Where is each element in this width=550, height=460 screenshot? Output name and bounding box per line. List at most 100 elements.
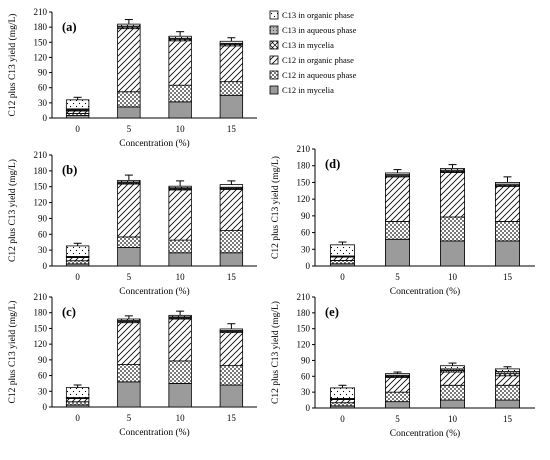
- y-tick-label: 90: [301, 211, 311, 221]
- y-tick-label: 0: [306, 261, 311, 271]
- bar-segment-c13-in-organic-phase-10: [168, 185, 192, 189]
- bar-segment-c12-in-aqueous-phase-5: [117, 91, 141, 108]
- y-tick-label: 150: [34, 37, 48, 47]
- y-tick-label: 210: [34, 150, 48, 160]
- bar-segment-c12-in-organic-phase-10: [168, 40, 192, 86]
- chart-panel-d: 0 30 60 90 120 150 180 210 0 5 10 15 (d) Concentratio…: [270, 144, 535, 297]
- y-tick-label: 60: [301, 371, 311, 381]
- x-tick-label: 5: [127, 124, 132, 134]
- bar-segment-c12-in-aqueous-phase-10: [168, 360, 192, 384]
- bar-segment-c12-in-aqueous-phase-15: [219, 365, 244, 386]
- y-tick-label: 210: [34, 7, 48, 17]
- y-tick-label: 180: [34, 166, 48, 176]
- bar-segment-c12-in-organic-phase-5: [384, 176, 410, 222]
- bar-segment-c12-in-organic-phase-10: [439, 171, 465, 218]
- bar-segment-c12-in-mycelia-10: [168, 101, 192, 119]
- y-tick-label: 60: [301, 228, 311, 238]
- x-axis-title: Concentration (%): [119, 138, 189, 149]
- bar-segment-c13-in-organic-phase-15: [219, 328, 244, 331]
- x-tick-label: 15: [227, 272, 237, 282]
- y-tick-label: 30: [301, 244, 311, 254]
- bar-segment-c12-in-organic-phase-15: [219, 332, 244, 367]
- bar-segment-c12-in-mycelia-10: [439, 399, 465, 409]
- y-tick-label: 30: [38, 386, 48, 396]
- x-axis-title: Concentration (%): [390, 428, 460, 439]
- y-tick-label: 90: [38, 355, 48, 365]
- bar-segment-c13-in-organic-phase-5: [384, 172, 410, 176]
- bar-segment-c12-in-aqueous-phase-5: [117, 236, 141, 248]
- bar-segment-c12-in-organic-phase-15: [219, 188, 244, 231]
- bar-segment-c12-in-aqueous-phase-0: [329, 402, 355, 407]
- y-tick-label: 60: [38, 229, 48, 239]
- bar-segment-c13-in-organic-phase-10: [439, 365, 465, 370]
- legend-label-c12-aqueous: C12 in aqueous phase: [282, 70, 357, 80]
- x-tick-label: 0: [75, 124, 80, 134]
- x-tick-label: 10: [176, 124, 186, 134]
- bar-segment-c13-in-organic-phase-0: [65, 387, 90, 398]
- y-tick-label: 120: [297, 194, 311, 204]
- y-tick-label: 180: [34, 308, 48, 318]
- legend-label-c12-organic: C12 in organic phase: [282, 55, 354, 65]
- bar-segment-c12-in-organic-phase-0: [329, 256, 355, 261]
- bar-segment-c12-in-mycelia-5: [117, 381, 141, 408]
- y-tick-label: 210: [297, 144, 311, 154]
- x-tick-label: 0: [340, 414, 345, 424]
- y-tick-label: 180: [34, 22, 48, 32]
- bar-segment-c12-in-mycelia-5: [384, 401, 410, 409]
- y-tick-label: 120: [34, 198, 48, 208]
- bar-segment-c13-in-organic-phase-0: [65, 99, 90, 110]
- chart-panel-e: 0 30 60 90 120 150 180 210 0 5 10 15 (e) Concentratio…: [270, 292, 535, 439]
- chart-panel-a: 0 30 60 90 120 150 180 210 0 5 10 15 (a) Concentratio…: [7, 7, 257, 149]
- panel-label: (e): [325, 305, 339, 319]
- bar-segment-c12-in-aqueous-phase-10: [439, 384, 465, 401]
- bar-segment-c12-in-mycelia-15: [219, 94, 244, 119]
- bar-segment-c13-in-organic-phase-15: [494, 182, 520, 185]
- x-tick-label: 0: [340, 272, 345, 282]
- x-axis-title: Concentration (%): [119, 427, 189, 438]
- x-axis-title: Concentration (%): [119, 286, 189, 297]
- bar-segment-c12-in-organic-phase-0: [329, 399, 355, 404]
- legend-swatch-c13-organic: [269, 10, 279, 20]
- bar-segment-c13-in-organic-phase-5: [117, 179, 141, 183]
- bar-segment-c12-in-organic-phase-10: [168, 318, 192, 362]
- y-tick-label: 180: [297, 161, 311, 171]
- bar-segment-c13-in-organic-phase-5: [384, 373, 410, 376]
- chart-panel-b: 0 30 60 90 120 150 180 210 0 5 10 15 (b) Concentratio…: [7, 150, 257, 297]
- x-tick-label: 10: [176, 413, 186, 423]
- x-tick-label: 0: [75, 272, 80, 282]
- legend-swatch-c13-aqueous: [269, 25, 279, 35]
- bar-segment-c12-in-mycelia-15: [494, 240, 520, 267]
- bar-segment-c12-in-aqueous-phase-10: [439, 216, 465, 242]
- legend: C13 in organic phase C13 in aqueous phase…: [269, 10, 357, 95]
- y-tick-label: 150: [297, 177, 311, 187]
- bar-segment-c12-in-organic-phase-5: [117, 28, 141, 93]
- legend-label-c13-organic: C13 in organic phase: [282, 10, 354, 20]
- x-tick-label: 15: [503, 414, 513, 424]
- y-tick-label: 60: [38, 83, 48, 93]
- bar-segment-c12-in-mycelia-15: [219, 252, 244, 267]
- y-tick-label: 150: [297, 324, 311, 334]
- y-tick-label: 0: [43, 261, 48, 271]
- bar-segment-c13-in-organic-phase-0: [329, 244, 355, 257]
- x-axis-title: Concentration (%): [390, 286, 460, 297]
- y-tick-label: 0: [43, 113, 48, 123]
- y-tick-label: 150: [34, 182, 48, 192]
- x-tick-label: 15: [227, 124, 237, 134]
- legend-swatch-c12-aqueous: [269, 70, 279, 80]
- bar-segment-c12-in-organic-phase-0: [65, 257, 90, 262]
- y-axis-title: C12 plus C13 yield (mg/L): [7, 159, 18, 262]
- bar-segment-c12-in-organic-phase-15: [494, 185, 520, 222]
- y-tick-label: 120: [297, 340, 311, 350]
- legend-label-c12-mycelia: C12 in mycelia: [282, 85, 334, 95]
- bar-segment-c12-in-aqueous-phase-10: [168, 239, 192, 254]
- bar-segment-c13-in-organic-phase-5: [117, 23, 141, 27]
- bar-segment-c12-in-organic-phase-10: [439, 371, 465, 386]
- chart-panel-c: 0 30 60 90 120 150 180 210 0 5 10 15 (c) Concentratio…: [7, 292, 257, 438]
- bar-segment-c12-in-organic-phase-0: [65, 398, 90, 403]
- y-axis-title: C12 plus C13 yield (mg/L): [7, 301, 18, 404]
- x-tick-label: 5: [127, 413, 132, 423]
- legend-label-c13-aqueous: C13 in aqueous phase: [282, 25, 357, 35]
- bar-segment-c12-in-mycelia-10: [439, 240, 465, 267]
- x-tick-label: 10: [448, 414, 458, 424]
- y-tick-label: 30: [301, 387, 311, 397]
